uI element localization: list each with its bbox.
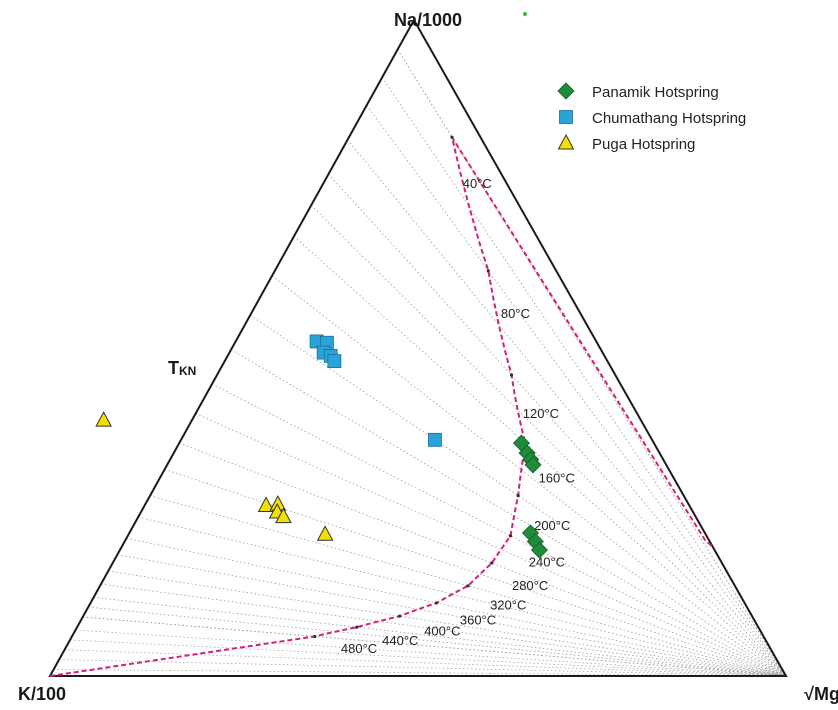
vertex-label-k: K/100 — [18, 684, 66, 704]
legend-marker-puga — [557, 133, 575, 150]
side-label-sub: KN — [179, 364, 196, 378]
isotherm-line — [366, 105, 787, 677]
isotherm-label: 80°C — [501, 306, 530, 321]
isotherm-line — [75, 629, 787, 677]
isotherm-line — [310, 205, 787, 677]
isotherm-line — [59, 659, 787, 677]
isotherm-line — [347, 139, 787, 677]
isotherm-line — [271, 275, 787, 677]
isotherm-line — [211, 383, 787, 677]
puga-point — [316, 525, 334, 541]
isotherm-tick — [434, 601, 439, 605]
isotherm-line — [64, 649, 787, 677]
isotherm-tick — [355, 625, 359, 629]
isotherm-label: 120°C — [523, 406, 559, 421]
isotherm-line — [117, 554, 787, 677]
puga-point — [257, 496, 275, 512]
legend-label-panamik: Panamik Hotspring — [592, 84, 719, 101]
legend: Panamik Hotspring Chumathang Hotspring Pug… — [557, 82, 746, 153]
chumathang-point — [428, 432, 442, 447]
isotherm-label: 40°C — [463, 176, 492, 191]
isotherm-tick — [466, 584, 470, 588]
chumathang-point — [327, 354, 342, 369]
vertex-label-mg: √Mg — [804, 684, 838, 704]
isotherm-line — [82, 616, 787, 677]
isotherm-tick — [508, 534, 513, 538]
isotherm-line — [88, 606, 787, 677]
isotherm-line — [293, 236, 787, 677]
equilibrium-curve — [49, 136, 715, 677]
legend-marker-chumathang — [559, 110, 573, 124]
isotherm-line — [381, 77, 787, 677]
vertex-label-na: Na/1000 — [394, 10, 462, 30]
isotherm-label: 360°C — [460, 612, 496, 627]
stray-dot — [523, 12, 527, 16]
isotherm-label: 160°C — [539, 470, 575, 485]
puga-point — [275, 507, 292, 524]
equilibrium-curve-path — [49, 136, 715, 677]
legend-marker-panamik — [557, 82, 575, 100]
triangle-outline — [48, 17, 788, 677]
isotherm-tick — [398, 614, 402, 618]
legend-label-chumathang: Chumathang Hotspring — [592, 110, 746, 127]
isotherm-label: 200°C — [534, 518, 570, 533]
isotherm-tick — [509, 373, 514, 377]
isotherm-label: 320°C — [490, 598, 526, 613]
side-label-tkn: TKN — [168, 358, 196, 378]
isotherm-label: 480°C — [341, 641, 377, 656]
isotherm-tick — [450, 135, 454, 139]
panamik-point — [530, 541, 548, 559]
isotherm-line — [179, 442, 787, 677]
isotherm-label: 400°C — [424, 623, 460, 638]
isotherm-line — [126, 537, 787, 677]
data-points — [95, 334, 548, 559]
isotherm-label: 440°C — [382, 633, 418, 648]
isotherm-line — [70, 639, 787, 677]
puga-point — [95, 411, 112, 427]
isotherm-labels: 40°C 80°C 120°C 160°C 200°C 240°C 280°C 320°C36… — [313, 135, 575, 656]
panamik-point — [524, 456, 542, 474]
legend-label-puga: Puga Hotspring — [592, 136, 695, 153]
isotherm-tick — [486, 269, 490, 273]
triangle-frame — [48, 17, 788, 677]
isotherm-label: 240°C — [529, 554, 565, 569]
isotherm-line — [328, 173, 787, 677]
isotherm-line — [138, 516, 787, 677]
isotherm-line — [397, 49, 787, 677]
isotherm-tick — [516, 494, 520, 498]
isotherm-label: 280°C — [512, 578, 548, 593]
isotherm-line — [230, 349, 787, 677]
isotherm-tick — [313, 634, 317, 639]
isotherm-tick — [490, 561, 494, 565]
isotherm-line — [93, 596, 787, 677]
